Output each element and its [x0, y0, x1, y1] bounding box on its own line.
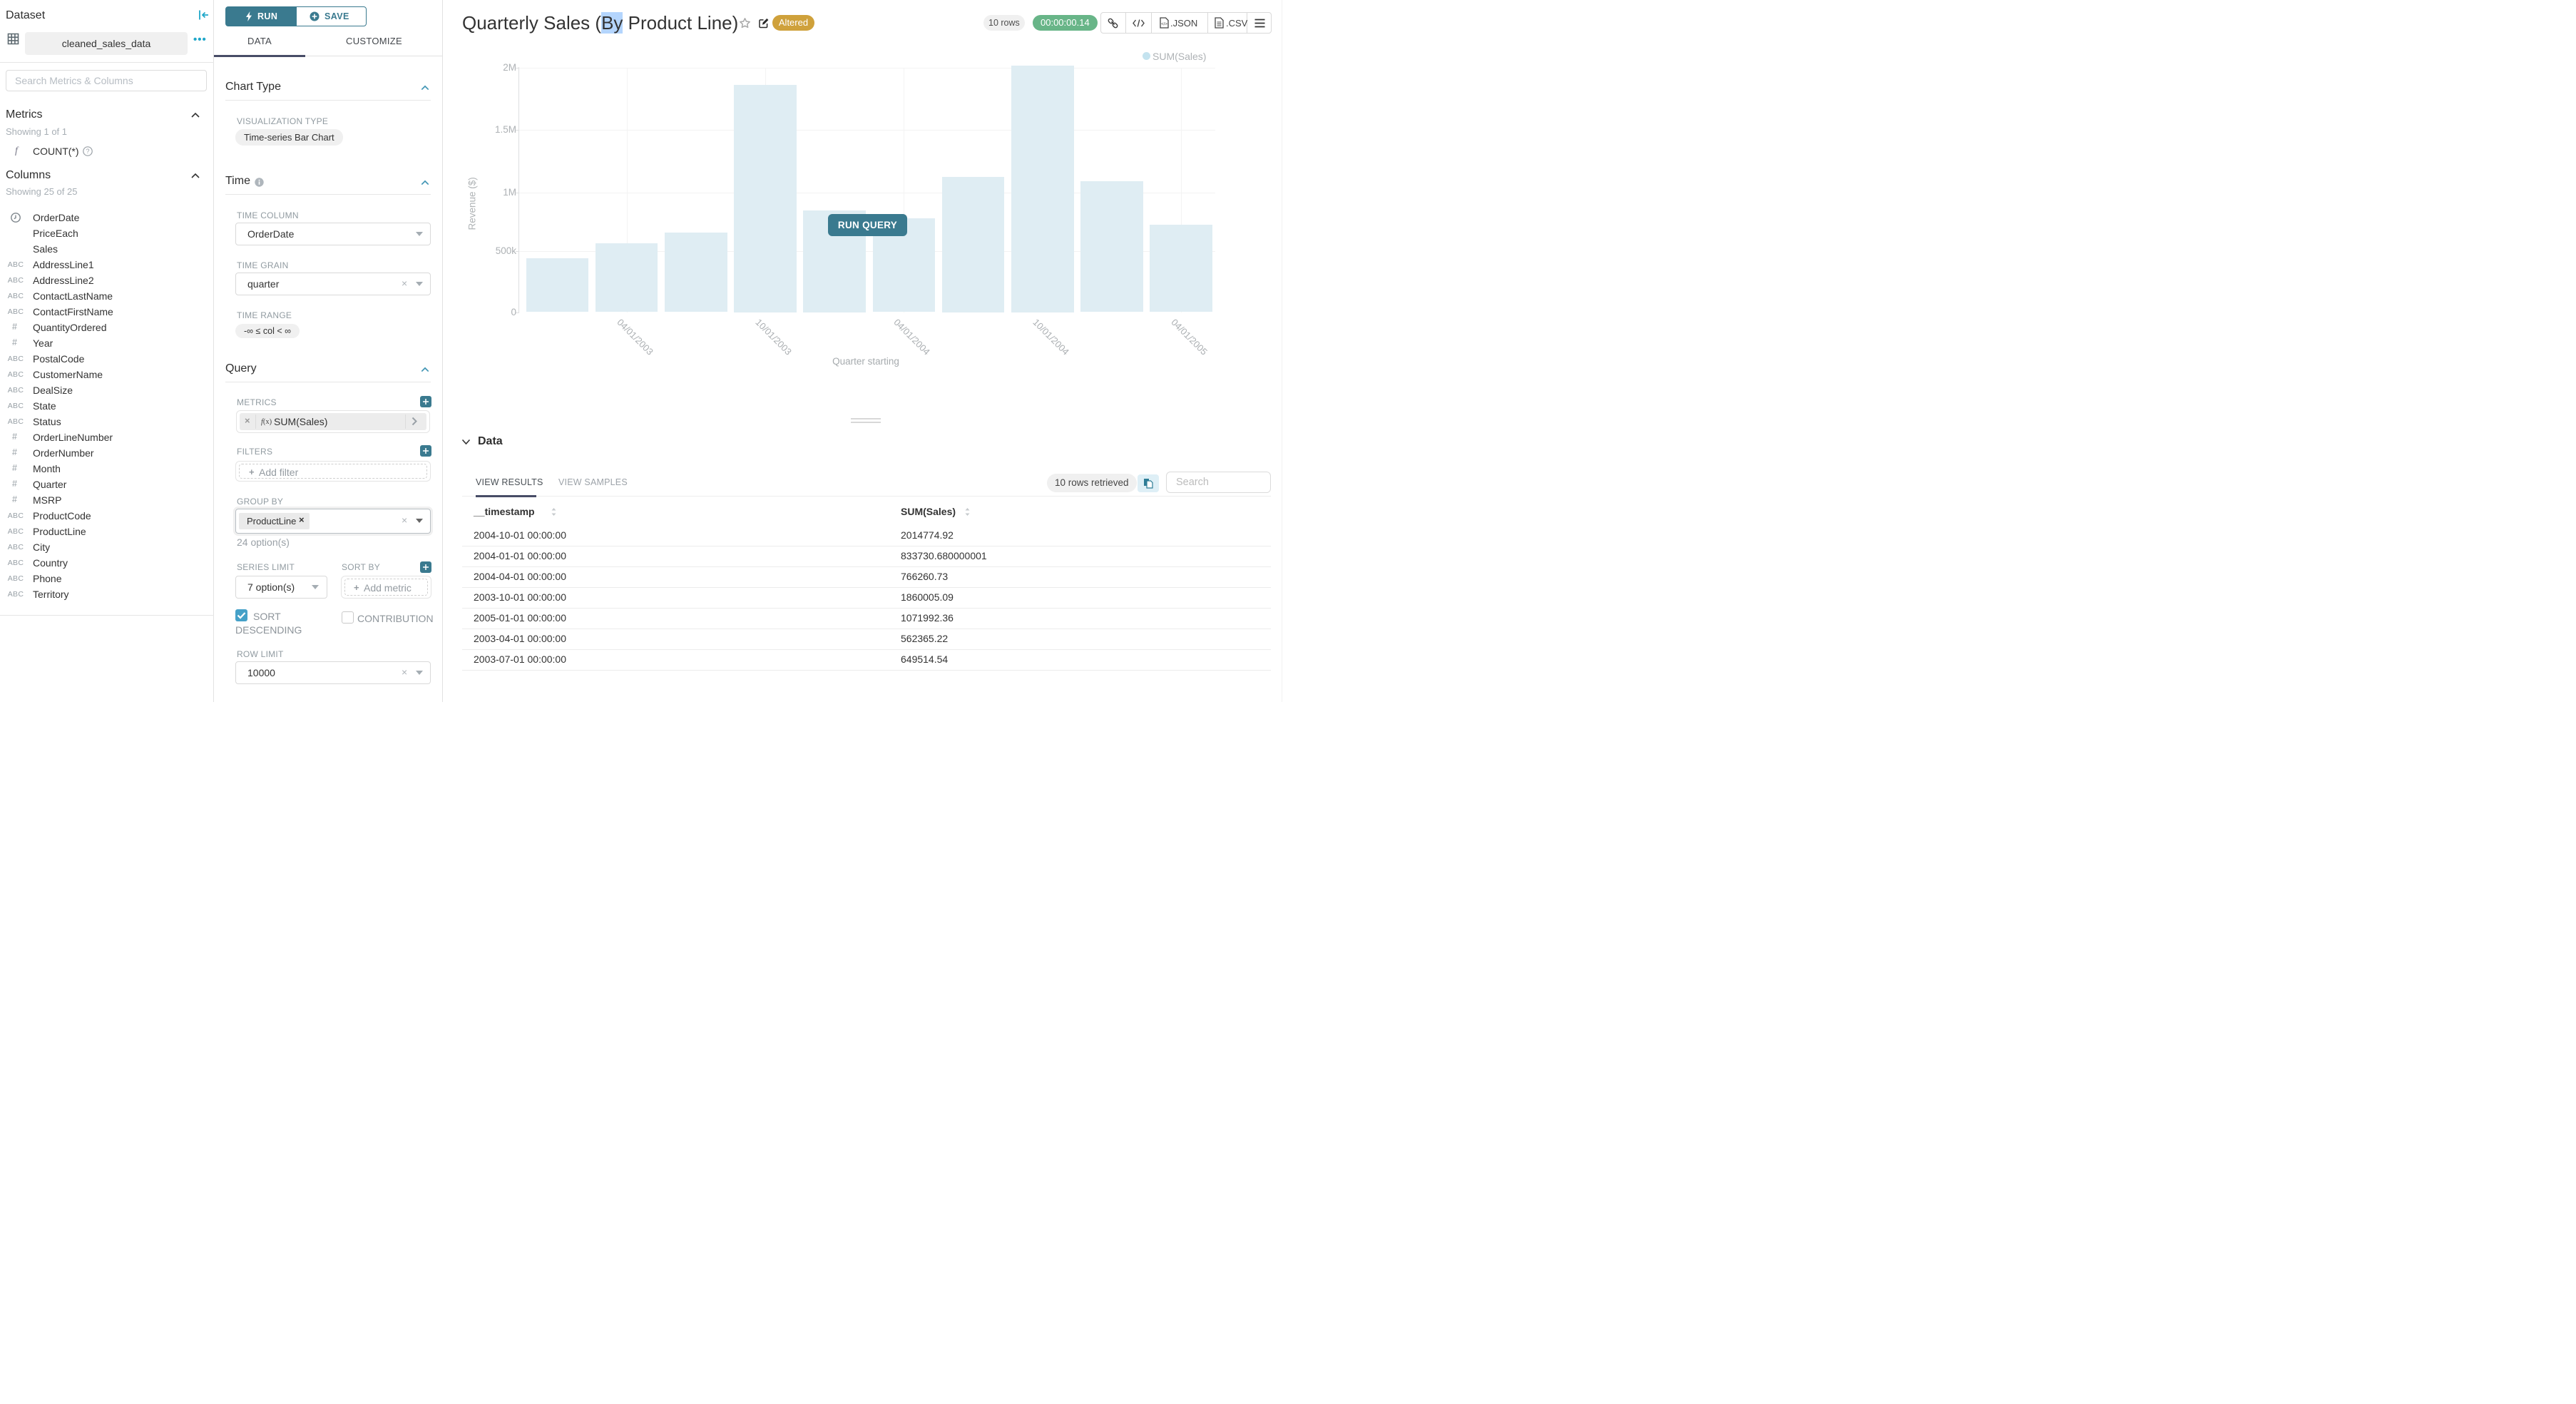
svg-text:</>: </> — [1161, 23, 1167, 27]
svg-text:?: ? — [86, 148, 89, 155]
